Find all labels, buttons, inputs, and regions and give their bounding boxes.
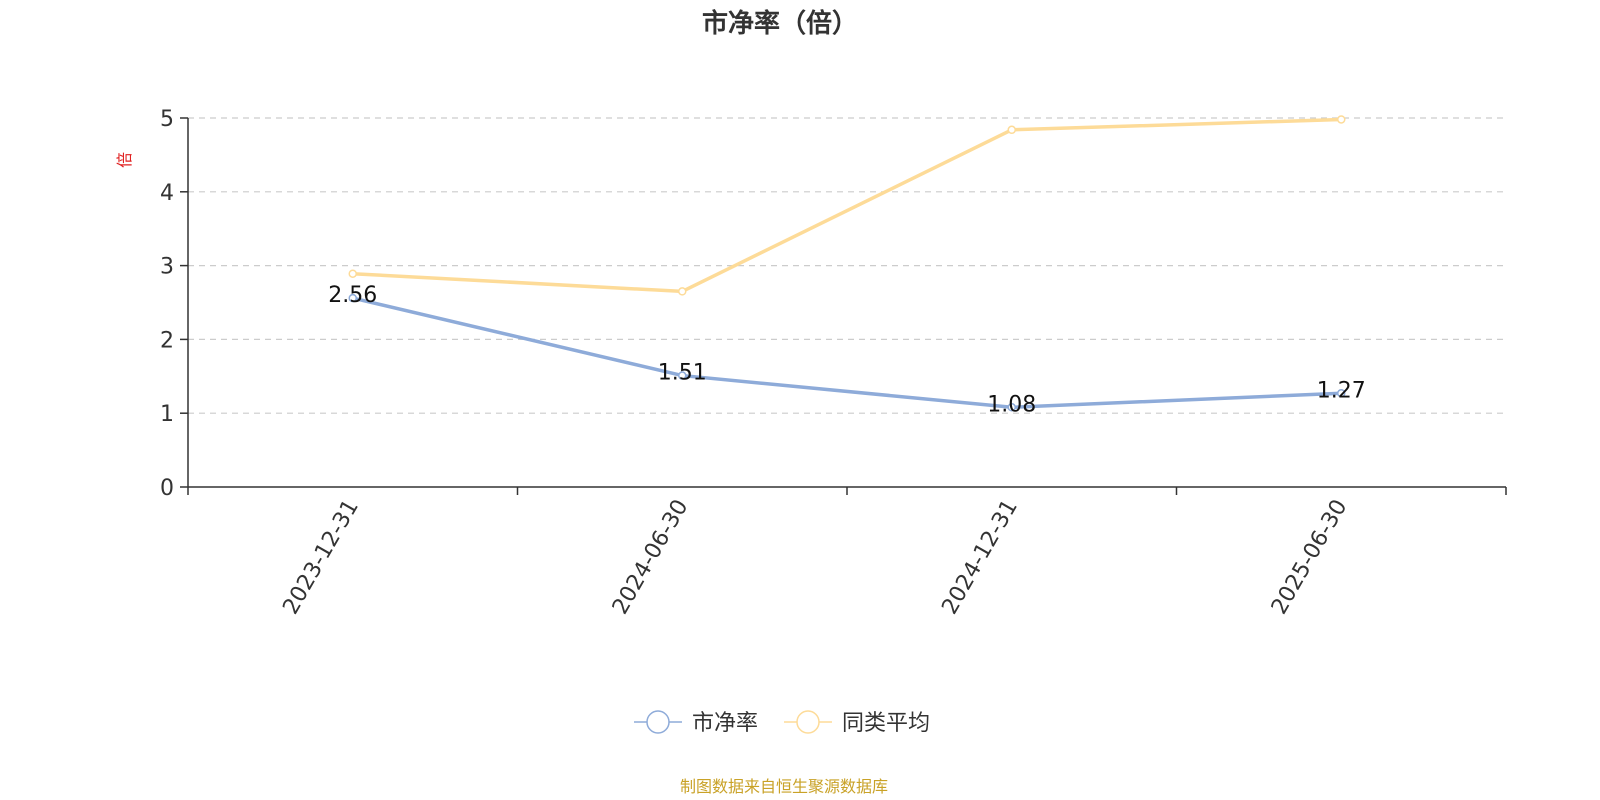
x-tick-label: 2023-12-31 bbox=[278, 496, 364, 619]
y-tick-label: 0 bbox=[160, 476, 174, 501]
series-line bbox=[352, 117, 1342, 294]
data-point[interactable] bbox=[678, 371, 687, 380]
legend-label: 市净率 bbox=[692, 711, 758, 736]
x-tick-label: 2024-06-30 bbox=[608, 496, 694, 619]
legend-item[interactable]: 市净率 bbox=[634, 710, 758, 736]
data-point[interactable] bbox=[1007, 125, 1016, 135]
series-line bbox=[352, 296, 1342, 410]
axes: 0 1 2 3 4 5 2023-12-31 2024-06-30 2024-12-31 2025… bbox=[160, 107, 1507, 619]
chart-title: 市净率（倍） bbox=[702, 8, 858, 39]
legend-marker bbox=[646, 710, 670, 734]
y-axis-unit: 倍 bbox=[115, 152, 134, 168]
data-point[interactable] bbox=[678, 287, 687, 296]
data-label: 1.08 bbox=[987, 392, 1036, 417]
series-layer bbox=[348, 115, 1346, 412]
grid-lines bbox=[188, 117, 1506, 414]
y-tick-label: 1 bbox=[160, 402, 174, 427]
y-tick-label: 4 bbox=[160, 181, 174, 206]
data-point[interactable] bbox=[1337, 389, 1346, 398]
legend-label: 同类平均 bbox=[842, 711, 930, 736]
data-point[interactable] bbox=[1337, 115, 1346, 124]
legend-item[interactable]: 同类平均 bbox=[784, 710, 930, 736]
data-label: 1.51 bbox=[658, 361, 707, 386]
y-tick-label: 5 bbox=[160, 107, 174, 132]
data-point[interactable] bbox=[348, 269, 357, 278]
data-labels: 2.56 1.51 1.08 1.27 bbox=[328, 283, 1365, 417]
x-tick-label: 2024-12-31 bbox=[937, 496, 1023, 619]
x-tick-label: 2025-06-30 bbox=[1267, 496, 1353, 619]
data-point[interactable] bbox=[348, 293, 357, 303]
y-tick-label: 2 bbox=[160, 328, 174, 353]
legend[interactable]: 市净率 同类平均 bbox=[634, 710, 930, 736]
source-note: 制图数据来自恒生聚源数据库 bbox=[680, 777, 888, 796]
legend-marker bbox=[796, 710, 820, 734]
data-label: 2.56 bbox=[328, 283, 377, 308]
data-label: 1.27 bbox=[1317, 378, 1366, 403]
data-point[interactable] bbox=[1007, 403, 1016, 412]
y-tick-label: 3 bbox=[160, 255, 174, 280]
